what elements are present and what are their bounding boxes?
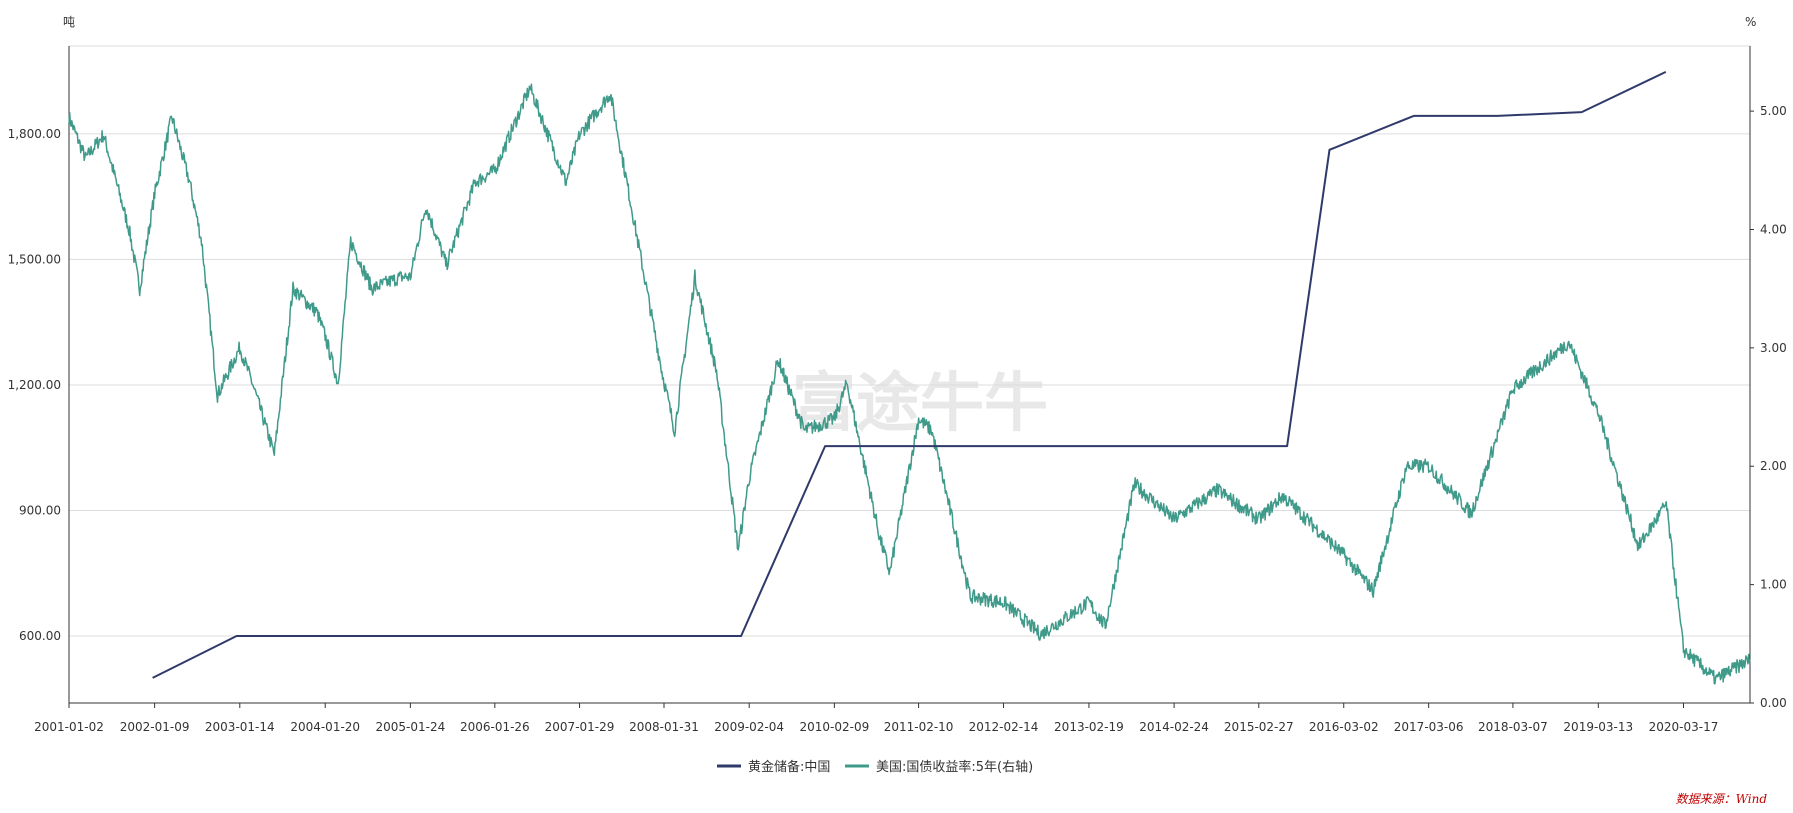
data-source-note: 数据来源：Wind: [1675, 792, 1767, 806]
y-right-tick-label: 1.00: [1760, 578, 1787, 592]
y-right-unit: %: [1745, 15, 1756, 29]
x-tick-label: 2020-03-17: [1649, 720, 1719, 734]
y-left-tick-label: 900.00: [19, 504, 61, 518]
x-tick-label: 2003-01-14: [205, 720, 275, 734]
y-right-tick-label: 0.00: [1760, 696, 1787, 710]
x-tick-label: 2001-01-02: [34, 720, 104, 734]
x-tick-label: 2002-01-09: [120, 720, 190, 734]
legend-label-china-gold-reserve: 黄金储备:中国: [748, 759, 830, 775]
series-line-china-gold-reserve: [152, 70, 1667, 679]
x-tick-label: 2004-01-20: [290, 720, 360, 734]
y-right-tick-label: 4.00: [1760, 222, 1787, 236]
y-left-tick-label: 1,800.00: [8, 127, 61, 141]
x-tick-label: 2010-02-09: [799, 720, 869, 734]
x-tick-label: 2018-03-07: [1478, 720, 1548, 734]
x-tick-label: 2012-02-14: [969, 720, 1039, 734]
x-tick-label: 2009-02-04: [714, 720, 784, 734]
x-tick-label: 2015-02-27: [1224, 720, 1294, 734]
x-tick-label: 2007-01-29: [545, 720, 615, 734]
y-right-tick-label: 2.00: [1760, 459, 1787, 473]
y-right-tick-label: 3.00: [1760, 341, 1787, 355]
x-tick-label: 2011-02-10: [884, 720, 954, 734]
y-left-tick-label: 1,200.00: [8, 378, 61, 392]
legend-label-us-5y-yield: 美国:国债收益率:5年(右轴): [876, 759, 1033, 775]
x-tick-label: 2013-02-19: [1054, 720, 1124, 734]
x-tick-label: 2006-01-26: [460, 720, 530, 734]
x-tick-label: 2019-03-13: [1563, 720, 1633, 734]
series-line-us-5y-yield: [68, 83, 1751, 685]
x-tick-label: 2014-02-24: [1139, 720, 1209, 734]
x-tick-label: 2008-01-31: [629, 720, 699, 734]
x-tick-label: 2005-01-24: [375, 720, 445, 734]
y-left-unit: 吨: [63, 15, 75, 29]
x-tick-label: 2017-03-06: [1394, 720, 1464, 734]
y-right-tick-label: 5.00: [1760, 104, 1787, 118]
y-left-tick-label: 1,500.00: [8, 252, 61, 266]
x-tick-label: 2016-03-02: [1309, 720, 1379, 734]
y-left-tick-label: 600.00: [19, 629, 61, 643]
watermark: 富途牛牛: [792, 367, 1048, 441]
